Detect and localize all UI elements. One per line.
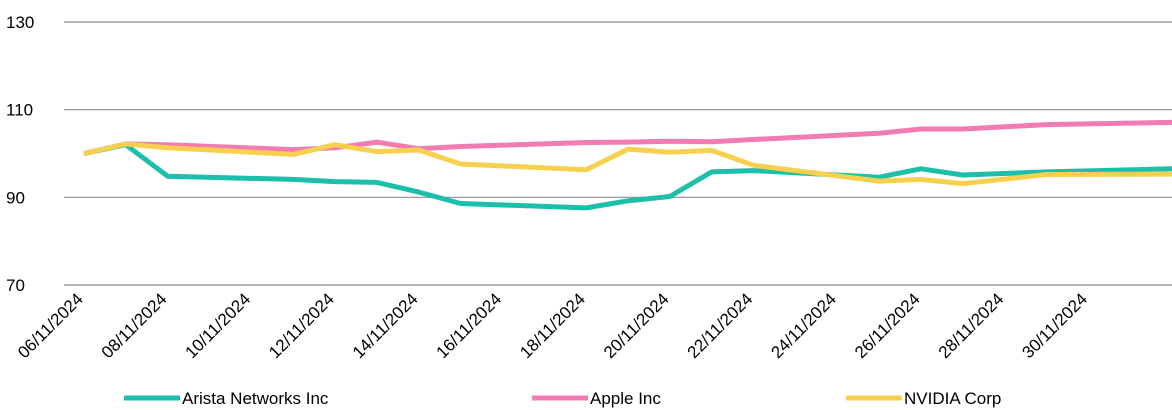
x-tick-label: 12/11/2024 [265, 289, 338, 362]
y-tick-label: 90 [6, 188, 25, 207]
legend-label: NVIDIA Corp [904, 389, 1001, 408]
x-tick-label: 06/11/2024 [14, 289, 87, 362]
y-tick-label: 110 [6, 101, 33, 120]
x-tick-label: 10/11/2024 [182, 289, 255, 362]
x-tick-label: 28/11/2024 [935, 289, 1008, 362]
series-lines [83, 119, 1172, 211]
x-tick-label: 20/11/2024 [600, 289, 673, 362]
x-tick-label: 14/11/2024 [349, 289, 422, 362]
x-tick-label: 30/11/2024 [1018, 289, 1091, 362]
gridlines [64, 21, 1172, 286]
x-tick-label: 18/11/2024 [516, 289, 589, 362]
series-line-arista-networks-inc [83, 142, 1172, 211]
x-tick-label: 26/11/2024 [851, 289, 924, 362]
y-tick-label: 70 [6, 276, 25, 295]
x-tick-label: 22/11/2024 [684, 289, 757, 362]
x-axis-labels: 06/11/2024 08/11/2024 10/11/2024 12/11/2024… [14, 289, 1091, 362]
series-line-nvidia-corp [83, 141, 1172, 187]
legend-label: Arista Networks Inc [182, 389, 329, 408]
x-tick-label: 24/11/2024 [767, 289, 840, 362]
x-tick-label: 08/11/2024 [98, 289, 171, 362]
series-line-apple-inc [83, 119, 1172, 156]
legend-label: Apple Inc [590, 389, 661, 408]
y-tick-label: 130 [6, 13, 34, 32]
legend: Arista Networks Inc Apple Inc NVIDIA Corp [124, 389, 1001, 408]
y-axis-labels: 70 90 110 130 [6, 13, 34, 295]
x-tick-label: 16/11/2024 [433, 289, 506, 362]
